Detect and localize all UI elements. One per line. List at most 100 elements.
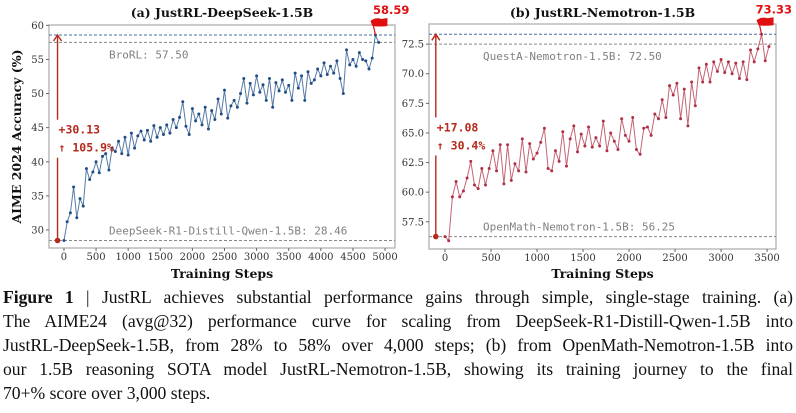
data-point xyxy=(723,71,727,75)
data-point xyxy=(81,204,85,208)
caption-label: Figure 1 xyxy=(3,287,74,307)
data-point xyxy=(216,97,220,101)
gain-relative: ↑ 105.9% xyxy=(59,141,114,155)
chart-title: (a) JustRL-DeepSeek-1.5B xyxy=(131,5,314,20)
y-axis-label: AIME 2024 Accuracy (%) xyxy=(9,49,24,224)
gain-absolute: +17.08 xyxy=(437,120,479,134)
data-point xyxy=(645,125,649,129)
data-point xyxy=(649,133,653,137)
flag-pole-icon xyxy=(757,20,763,35)
data-point xyxy=(255,74,259,78)
data-point xyxy=(712,60,716,64)
figure-charts: (a) JustRL-DeepSeek-1.5B Training Steps AI… xyxy=(9,2,792,281)
series-line xyxy=(444,34,770,242)
data-point xyxy=(210,109,214,113)
y-tick-label: 30 xyxy=(31,225,44,236)
data-point xyxy=(158,126,162,130)
data-point xyxy=(531,157,535,161)
data-point xyxy=(443,235,447,239)
data-point xyxy=(361,57,365,61)
data-point xyxy=(78,197,82,201)
x-tick-label: 1500 xyxy=(148,252,173,263)
data-point xyxy=(668,84,672,88)
baseline-dot xyxy=(433,233,439,240)
reference-label: BroRL: 57.50 xyxy=(109,48,188,61)
data-point xyxy=(726,60,730,64)
data-point xyxy=(498,143,502,147)
data-point xyxy=(284,90,288,94)
best-score-label: 58.59 xyxy=(373,3,409,17)
data-point xyxy=(328,64,332,68)
data-point xyxy=(634,148,638,152)
data-point xyxy=(306,70,310,74)
data-point xyxy=(756,47,760,51)
x-tick-label: 0 xyxy=(61,252,67,263)
data-point xyxy=(483,183,487,187)
data-point xyxy=(601,119,605,123)
y-tick-label: 35 xyxy=(31,191,44,202)
data-point xyxy=(535,151,539,155)
data-point xyxy=(300,74,304,78)
y-tick-label: 60.0 xyxy=(402,188,424,199)
data-point xyxy=(322,61,326,65)
y-tick-label: 60 xyxy=(31,21,44,32)
data-point xyxy=(587,125,591,129)
data-point xyxy=(520,137,524,141)
y-tick-label: 40 xyxy=(31,157,44,168)
data-point xyxy=(187,132,191,136)
data-point xyxy=(513,162,517,166)
data-point xyxy=(174,126,178,130)
data-point xyxy=(364,59,368,63)
flag-icon xyxy=(370,17,388,27)
x-tick-label: 500 xyxy=(481,253,500,264)
x-axis-label: Training Steps xyxy=(171,266,273,281)
data-point xyxy=(564,164,568,168)
data-point xyxy=(653,112,657,116)
data-point xyxy=(251,93,255,97)
data-point xyxy=(623,133,627,137)
reference-label: OpenMath-Nemotron-1.5B: 56.25 xyxy=(483,221,675,234)
caption-line: 70+% score over 3,000 steps. xyxy=(3,383,211,403)
data-point xyxy=(450,195,454,199)
data-point xyxy=(612,139,616,143)
plot-frame xyxy=(48,24,396,249)
x-tick-label: 3000 xyxy=(708,253,733,264)
data-point xyxy=(123,135,127,139)
reference-label: QuestA-Nemotron-1.5B: 72.50 xyxy=(483,50,662,63)
data-point xyxy=(142,138,146,142)
data-point xyxy=(303,98,307,102)
data-point xyxy=(155,135,159,139)
y-tick-label: 45 xyxy=(31,123,44,134)
data-point xyxy=(213,117,217,121)
y-tick-label: 72.5 xyxy=(402,40,424,51)
gain-relative: ↑ 30.4% xyxy=(437,138,486,152)
data-point xyxy=(229,104,233,108)
data-point xyxy=(168,131,172,135)
data-point xyxy=(184,124,188,128)
data-point xyxy=(290,98,294,102)
data-point xyxy=(495,169,499,173)
x-tick-label: 2500 xyxy=(662,253,687,264)
data-point xyxy=(258,90,262,94)
x-tick-label: 1000 xyxy=(115,252,140,263)
data-point xyxy=(737,76,741,80)
data-point xyxy=(335,59,339,63)
data-point xyxy=(506,143,510,147)
data-point xyxy=(461,189,465,193)
y-tick-label: 62.5 xyxy=(402,158,424,169)
data-point xyxy=(576,150,580,154)
data-point xyxy=(242,77,246,81)
data-point xyxy=(704,62,708,66)
data-point xyxy=(715,69,719,73)
data-point xyxy=(480,166,484,170)
data-point xyxy=(616,148,620,152)
data-point xyxy=(642,126,646,130)
data-point xyxy=(594,136,598,140)
flag-icon xyxy=(756,17,774,26)
x-tick-label: 1000 xyxy=(524,253,549,264)
caption-line: JustRL-DeepSeek-1.5B, from 28% to 58% ov… xyxy=(3,335,793,355)
data-point xyxy=(701,80,705,84)
data-point xyxy=(181,100,185,104)
arrow-head-icon xyxy=(52,33,63,42)
data-point xyxy=(693,104,697,108)
